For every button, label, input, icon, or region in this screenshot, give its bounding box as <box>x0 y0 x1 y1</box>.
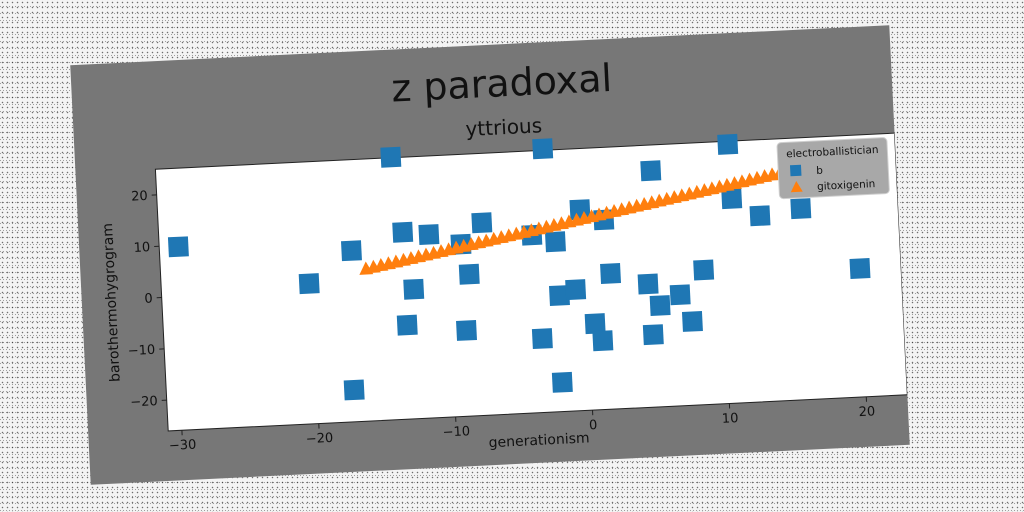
marker-b <box>403 278 425 300</box>
chart-svg: z paradoxal yttrious −30 −20 −10 0 10 20 −20−… <box>100 56 908 454</box>
chart-title: z paradoxal <box>390 56 613 111</box>
legend-marker-gitoxigenin <box>790 180 803 193</box>
legend-marker-b <box>789 164 802 177</box>
marker-b <box>642 324 664 346</box>
x-axis-label: generationism <box>488 430 590 451</box>
y-axis-ticks: −20 −10 0 10 20 <box>127 189 167 410</box>
marker-b <box>600 263 622 284</box>
marker-b <box>592 330 614 352</box>
marker-b <box>532 138 554 160</box>
x-tick-label: 20 <box>858 404 875 420</box>
x-tick-label: −30 <box>169 438 197 454</box>
y-tick-label: 20 <box>131 189 148 205</box>
marker-b <box>669 284 691 306</box>
plot-area <box>154 132 908 432</box>
marker-b <box>548 285 570 307</box>
marker-b <box>584 313 606 335</box>
y-tick-label: 10 <box>133 240 150 256</box>
y-tick-label: 0 <box>144 291 153 306</box>
legend-label-gitoxigenin: gitoxigenin <box>817 178 876 193</box>
chart-subtitle: yttrious <box>465 113 543 141</box>
marker-b <box>681 310 703 332</box>
x-tick-label: 0 <box>589 418 598 433</box>
marker-b <box>790 198 812 220</box>
marker-b <box>471 212 493 234</box>
marker-b <box>640 160 662 182</box>
marker-b <box>418 224 440 246</box>
marker-b <box>721 188 743 210</box>
marker-b <box>717 133 739 155</box>
marker-b <box>637 273 659 295</box>
y-tick-label: −20 <box>130 394 158 410</box>
y-axis-label: barothermohygrogram <box>100 223 124 383</box>
x-tick-label: 10 <box>722 411 739 427</box>
marker-b <box>343 379 365 401</box>
marker-b <box>649 295 671 317</box>
legend-title: electroballistician <box>786 144 879 160</box>
x-axis-ticks: −30 −20 −10 0 10 20 <box>169 396 876 454</box>
x-tick-label: −10 <box>442 424 470 440</box>
marker-b <box>380 146 402 168</box>
marker-b <box>298 273 320 295</box>
marker-b <box>167 236 189 258</box>
legend-box <box>776 137 890 200</box>
marker-b <box>544 231 566 253</box>
marker-b <box>456 319 477 341</box>
marker-b <box>392 221 414 243</box>
marker-b <box>565 279 587 301</box>
y-tick-label: −10 <box>127 343 155 359</box>
x-tick-label: −20 <box>305 431 333 447</box>
marker-b <box>396 314 418 336</box>
legend: electroballistician b gitoxigenin <box>776 137 890 200</box>
marker-b <box>551 371 573 393</box>
marker-b <box>749 205 771 227</box>
marker-b <box>849 258 871 279</box>
marker-b <box>693 259 715 281</box>
marker-b <box>340 240 362 262</box>
chart-figure: z paradoxal yttrious −30 −20 −10 0 10 20 −20−… <box>70 25 910 485</box>
chart-marks <box>167 133 871 401</box>
legend-label-b: b <box>816 165 824 177</box>
marker-b <box>458 263 480 285</box>
marker-b <box>531 328 553 350</box>
